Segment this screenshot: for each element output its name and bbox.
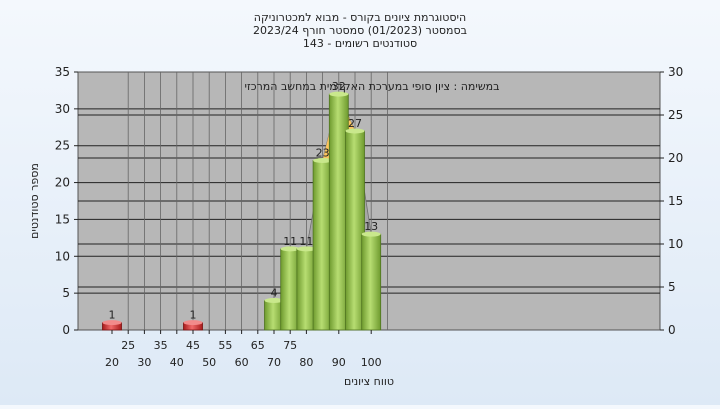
y-tick-label: 0: [62, 323, 70, 337]
x-tick-label: 20: [105, 356, 119, 369]
bar-cap-95: [345, 128, 365, 134]
x-axis: 20 30 40 50 60 70 80 90 100 25 35 45 55 65 75: [105, 330, 382, 369]
x-axis-title: טווח ציונים: [344, 375, 394, 388]
x-tick-label: 30: [137, 356, 151, 369]
x-tick-label: 100: [361, 356, 382, 369]
x-tick-label: 60: [235, 356, 249, 369]
bar-label-80: 11: [299, 235, 313, 248]
bar-label-100: 13: [364, 220, 378, 233]
x-tick-label: 75: [283, 339, 297, 352]
y2-tick-label: 15: [668, 194, 683, 208]
x-tick-label: 40: [170, 356, 184, 369]
bar-label-20: 1: [109, 309, 116, 322]
x-tick-label: 70: [267, 356, 281, 369]
y-axis-left: 0 5 10 15 20 25 30 35: [55, 65, 78, 337]
bar-label-90: 32: [332, 80, 346, 93]
bar-label-45: 1: [190, 309, 197, 322]
bar-cap-90: [329, 91, 349, 97]
y-axis-title: מספר סטודנטים: [28, 163, 41, 239]
x-tick-label: 45: [186, 339, 200, 352]
y-tick-label: 5: [62, 286, 70, 300]
y2-tick-label: 30: [668, 65, 683, 79]
y2-tick-label: 0: [668, 323, 676, 337]
bar-100: [361, 233, 382, 331]
bar-cap-75: [280, 246, 300, 252]
bar-cap-45: [183, 320, 203, 326]
y-tick-label: 30: [55, 102, 70, 116]
y2-tick-label: 20: [668, 151, 683, 165]
x-tick-label: 80: [299, 356, 313, 369]
bar-cap-100: [361, 231, 381, 237]
chart-annotation: במשימה : ציון סופי במערכת האקדמית במחשב …: [245, 80, 500, 93]
x-tick-label: 50: [202, 356, 216, 369]
y-tick-label: 35: [55, 65, 70, 79]
bar-label-85: 23: [316, 146, 330, 159]
y2-tick-label: 5: [668, 280, 676, 294]
grid-lines: [78, 72, 660, 330]
bar-cap-80: [296, 246, 316, 252]
bar-label-75: 11: [283, 235, 297, 248]
x-tick-label: 25: [121, 339, 135, 352]
x-tick-label: 55: [218, 339, 232, 352]
bar-label-70: 4: [271, 287, 278, 300]
y2-tick-label: 25: [668, 108, 683, 122]
bar-cap-85: [313, 157, 333, 163]
x-tick-label: 35: [154, 339, 168, 352]
y-tick-label: 10: [55, 249, 70, 263]
bar-cap-20: [102, 320, 122, 326]
bar-label-95: 27: [348, 117, 362, 130]
y-tick-label: 20: [55, 176, 70, 190]
y-tick-label: 15: [55, 212, 70, 226]
chart-title-line-1: היסטוגרמת ציונים בקורס - מבוא למכטרוניקה: [254, 11, 466, 24]
y2-tick-label: 10: [668, 237, 683, 251]
x-tick-label: 90: [332, 356, 346, 369]
y-axis-right: 0 5 10 15 20 25 30: [660, 65, 683, 337]
chart-title-line-3: סטודנטים רשומים - 143: [303, 37, 417, 50]
x-tick-label: 65: [251, 339, 265, 352]
chart-title-line-2: בסמסטר (01/2023) סמסטר חורף 2023/24: [253, 24, 467, 37]
y-tick-label: 25: [55, 139, 70, 153]
bar-cap-70: [264, 298, 284, 304]
